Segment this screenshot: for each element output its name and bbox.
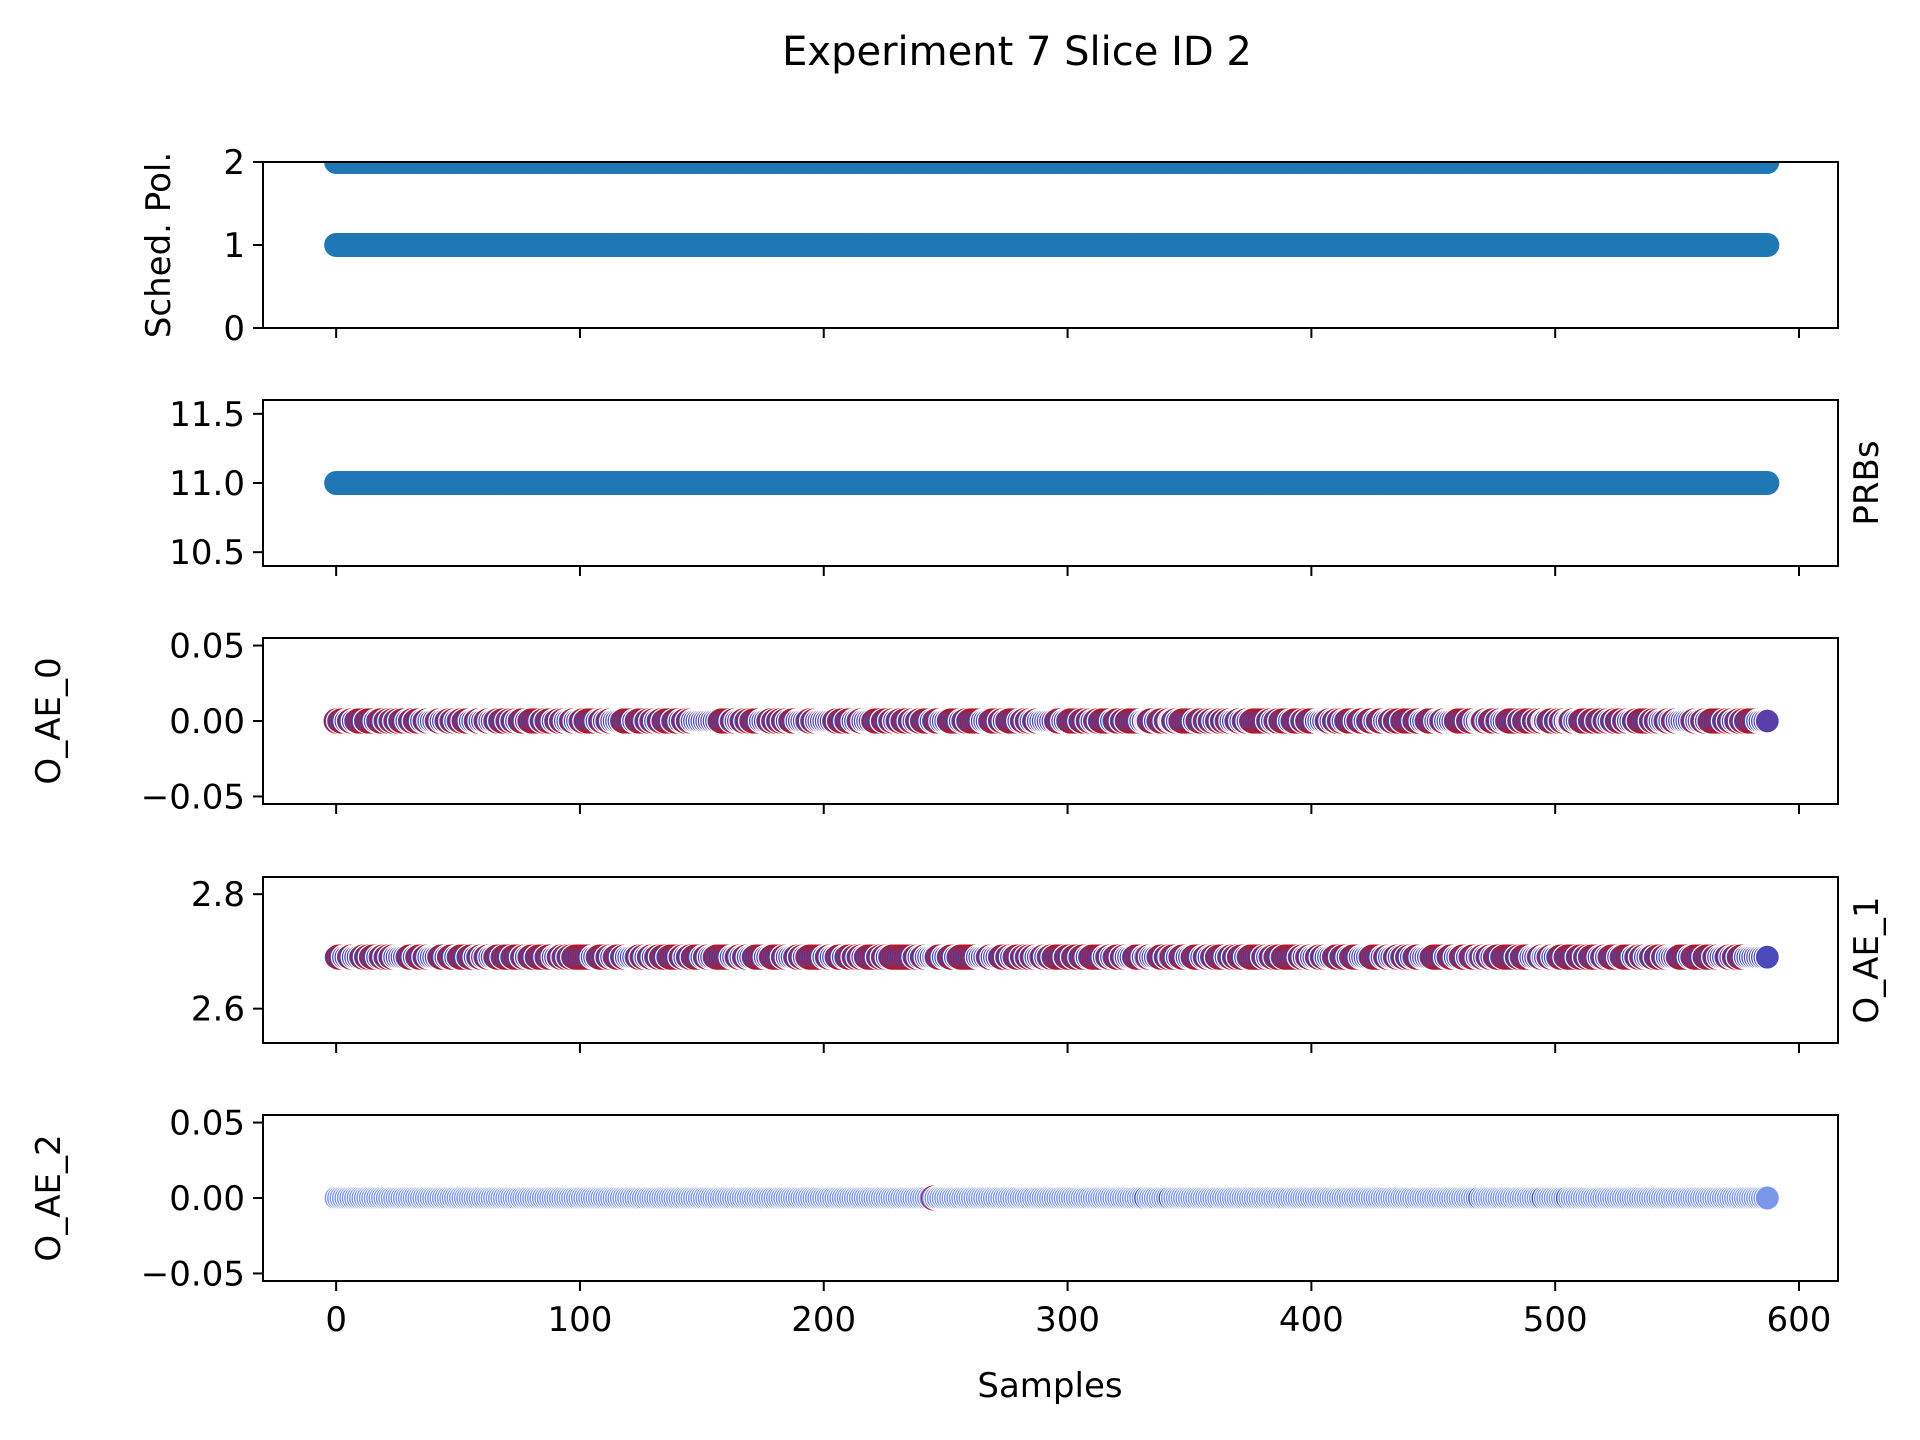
x-tick-label: 200 xyxy=(791,1300,856,1340)
y-tick-label: 0.05 xyxy=(169,627,245,667)
markers xyxy=(323,1185,1780,1211)
markers xyxy=(324,162,1780,257)
x-tick-label: 600 xyxy=(1767,1300,1832,1340)
y-tick-label: −0.05 xyxy=(141,1254,245,1294)
y-axis-label: Sched. Pol. xyxy=(139,152,179,338)
y-tick-label: 0 xyxy=(223,309,245,349)
x-tick-label: 0 xyxy=(325,1300,347,1340)
y-axis-label: O_AE_0 xyxy=(29,657,69,784)
subplot-o-ae-1: 2.6 2.8 O_AE_1 xyxy=(191,875,1887,1053)
y-tick-label: 2.8 xyxy=(191,875,245,915)
data-point xyxy=(1754,944,1780,970)
markers xyxy=(324,471,1780,495)
y-tick-label: 1 xyxy=(223,226,245,266)
x-tick-label: 500 xyxy=(1523,1300,1588,1340)
markers xyxy=(323,708,1780,734)
data-point xyxy=(1755,233,1780,257)
chart-title: Experiment 7 Slice ID 2 xyxy=(782,29,1252,75)
y-tick-label: 2 xyxy=(223,143,245,183)
y-tick-label: 10.5 xyxy=(169,533,245,573)
y-axis-label: PRBs xyxy=(1847,440,1887,525)
subplot-prbs: 10.5 11.0 11.5 PRBs xyxy=(169,395,1887,576)
x-tick-label: 400 xyxy=(1279,1300,1344,1340)
y-tick-label: 11.5 xyxy=(169,395,245,435)
y-tick-label: 2.6 xyxy=(191,990,245,1030)
subplot-o-ae-0: −0.05 0.00 0.05 O_AE_0 xyxy=(29,627,1839,817)
subplot-o-ae-2: −0.05 0.00 0.05 0 100 200 300 400 500 600 O_AE_2 xyxy=(29,1104,1839,1340)
data-point xyxy=(1754,1185,1780,1211)
y-axis-label: O_AE_2 xyxy=(29,1134,69,1261)
y-tick-label: 11.0 xyxy=(169,464,245,504)
x-tick-label: 300 xyxy=(1035,1300,1100,1340)
y-tick-label: 0.00 xyxy=(169,702,245,742)
x-tick-label: 100 xyxy=(547,1300,612,1340)
y-tick-label: 0.05 xyxy=(169,1104,245,1144)
plot-frame xyxy=(262,876,1839,1044)
markers xyxy=(323,944,1780,970)
data-point xyxy=(1755,471,1780,495)
data-point xyxy=(1755,162,1780,174)
data-point xyxy=(1754,708,1780,734)
y-tick-label: −0.05 xyxy=(141,777,245,817)
subplot-sched-pol-: 0 1 2 Sched. Pol. xyxy=(139,143,1839,349)
x-axis-label: Samples xyxy=(977,1366,1122,1406)
y-axis-label: O_AE_1 xyxy=(1847,896,1887,1023)
subplots: 0 1 2 Sched. Pol. 10.5 11.0 11.5 PRBs −0.05 0.00 0… xyxy=(29,143,1887,1340)
y-tick-label: 0.00 xyxy=(169,1179,245,1219)
